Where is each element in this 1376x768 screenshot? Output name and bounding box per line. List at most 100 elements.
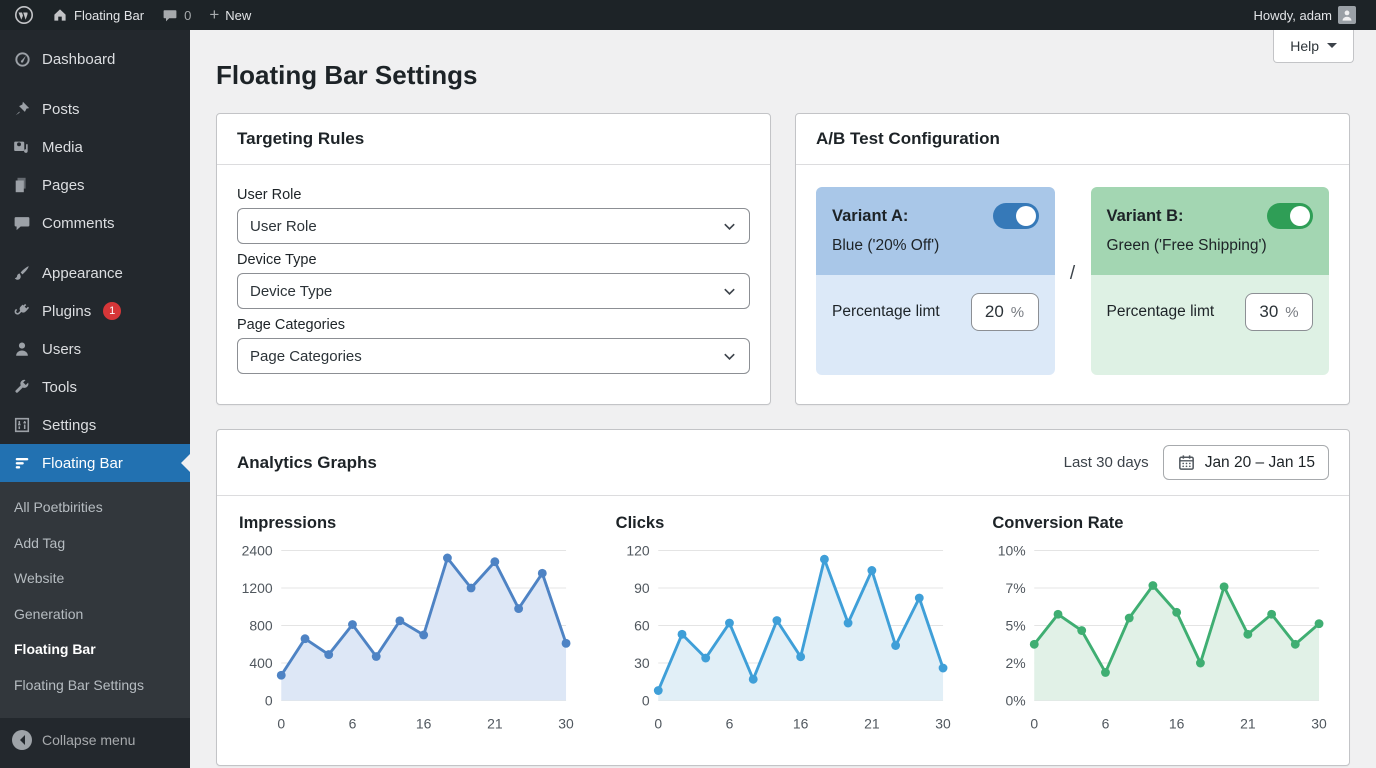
pages-icon: [12, 175, 32, 195]
page-categories-label: Page Categories: [237, 317, 750, 333]
analytics-title: Analytics Graphs: [237, 453, 377, 473]
variant-b-percentage-label: Percentage limt: [1107, 303, 1215, 321]
sidebar-item-label: Media: [42, 139, 83, 156]
sidebar-item-tools[interactable]: Tools: [0, 368, 190, 406]
targeting-rules-panel: Targeting Rules User Role User Role Devi…: [216, 113, 771, 405]
percent-sign: %: [1011, 304, 1024, 321]
chevron-down-icon: [722, 284, 737, 299]
user-icon: [12, 339, 32, 359]
submenu-item-website[interactable]: Website: [0, 561, 190, 597]
floating-bar-icon: [12, 453, 32, 473]
sidebar-item-label: Dashboard: [42, 51, 115, 68]
svg-text:10%: 10%: [998, 542, 1026, 558]
sidebar-item-dashboard[interactable]: Dashboard: [0, 40, 190, 78]
sidebar-item-label: Users: [42, 341, 81, 358]
sidebar-item-label: Floating Bar: [42, 455, 123, 472]
svg-text:16: 16: [1169, 715, 1185, 731]
sidebar-item-label: Plugins: [42, 303, 91, 320]
svg-text:21: 21: [1240, 715, 1256, 731]
active-item-arrow: [172, 454, 190, 472]
chevron-down-icon: [1327, 43, 1337, 53]
svg-text:6: 6: [725, 715, 733, 731]
variant-b-card: Variant B: Green ('Free Shipping') Perce…: [1091, 187, 1330, 375]
page-title: Floating Bar Settings: [216, 60, 1350, 91]
help-label: Help: [1290, 38, 1319, 54]
sidebar-item-comments[interactable]: Comments: [0, 204, 190, 242]
svg-text:2400: 2400: [242, 542, 273, 558]
impressions-chart: Impressions 04008001200240006162130: [237, 514, 576, 741]
conversion-rate-chart: Conversion Rate 0%2%5%7%10%06162130: [990, 514, 1329, 741]
variant-a-toggle[interactable]: [993, 203, 1039, 229]
howdy-text: Howdy, adam: [1253, 8, 1332, 23]
variant-divider: /: [1070, 263, 1075, 285]
plus-icon: +: [209, 6, 219, 23]
dashboard-gauge-icon: [12, 49, 32, 69]
wordpress-menu-button[interactable]: [8, 0, 40, 30]
help-button[interactable]: Help: [1273, 30, 1354, 63]
submenu-item-add-tag[interactable]: Add Tag: [0, 526, 190, 562]
submenu-item-floating-bar-settings[interactable]: Floating Bar Settings: [0, 668, 190, 704]
variant-b-toggle[interactable]: [1267, 203, 1313, 229]
device-type-select[interactable]: Device Type: [237, 273, 750, 309]
submenu-item-floating-bar[interactable]: Floating Bar: [0, 632, 190, 668]
sidebar-item-media[interactable]: Media: [0, 128, 190, 166]
svg-text:30: 30: [935, 715, 951, 731]
svg-text:0: 0: [642, 692, 650, 708]
calendar-icon: [1177, 453, 1196, 472]
svg-text:6: 6: [1102, 715, 1110, 731]
sidebar-item-posts[interactable]: Posts: [0, 90, 190, 128]
svg-text:0: 0: [265, 692, 273, 708]
comments-shortcut[interactable]: 0: [156, 0, 197, 30]
settings-sliders-icon: [12, 415, 32, 435]
svg-text:60: 60: [634, 617, 650, 633]
date-range-button[interactable]: Jan 20 – Jan 15: [1163, 445, 1329, 480]
svg-text:6: 6: [349, 715, 357, 731]
admin-menu: Dashboard Posts Media Pages Comments: [0, 30, 190, 718]
new-content-button[interactable]: + New: [203, 0, 257, 30]
site-name-link[interactable]: Floating Bar: [46, 0, 150, 30]
ab-test-panel: A/B Test Configuration Variant A: Blue (…: [795, 113, 1350, 405]
sidebar-item-label: Comments: [42, 215, 115, 232]
plugins-update-badge: 1: [103, 302, 121, 320]
variant-a-name: Variant A:: [832, 207, 908, 226]
submenu-item-generation[interactable]: Generation: [0, 597, 190, 633]
collapse-arrow-icon: [12, 730, 32, 750]
sidebar-item-floating-bar[interactable]: Floating Bar: [0, 444, 190, 482]
sidebar-item-settings[interactable]: Settings: [0, 406, 190, 444]
main-content: Help Floating Bar Settings Targeting Rul…: [190, 30, 1376, 768]
variant-b-percentage-input[interactable]: 30 %: [1245, 293, 1313, 331]
svg-text:800: 800: [249, 617, 273, 633]
admin-sidebar: Dashboard Posts Media Pages Comments: [0, 30, 190, 768]
pushpin-icon: [12, 99, 32, 119]
svg-text:120: 120: [626, 542, 650, 558]
user-role-select[interactable]: User Role: [237, 208, 750, 244]
svg-text:5%: 5%: [1006, 617, 1026, 633]
sidebar-item-pages[interactable]: Pages: [0, 166, 190, 204]
sidebar-item-label: Tools: [42, 379, 77, 396]
account-menu[interactable]: Howdy, adam: [1247, 0, 1362, 30]
variant-a-subtitle: Blue ('20% Off'): [832, 237, 1039, 255]
sidebar-item-label: Appearance: [42, 265, 123, 282]
comments-icon: [12, 213, 32, 233]
sidebar-item-users[interactable]: Users: [0, 330, 190, 368]
sidebar-item-plugins[interactable]: Plugins 1: [0, 292, 190, 330]
svg-text:400: 400: [249, 655, 273, 671]
range-label: Last 30 days: [1064, 454, 1149, 471]
user-role-label: User Role: [237, 187, 750, 203]
submenu-item-all-poetbirities[interactable]: All Poetbirities: [0, 490, 190, 526]
page-categories-select[interactable]: Page Categories: [237, 338, 750, 374]
variant-a-card: Variant A: Blue ('20% Off') Percentage l…: [816, 187, 1055, 375]
variant-a-percentage-input[interactable]: 20 %: [971, 293, 1039, 331]
svg-text:1200: 1200: [242, 580, 273, 596]
user-avatar-icon: [1338, 6, 1356, 24]
ab-test-title: A/B Test Configuration: [796, 114, 1349, 165]
date-range-value: Jan 20 – Jan 15: [1205, 454, 1315, 472]
collapse-menu-button[interactable]: Collapse menu: [0, 718, 190, 768]
sidebar-item-appearance[interactable]: Appearance: [0, 254, 190, 292]
conversion-rate-chart-plot: 0%2%5%7%10%06162130: [990, 537, 1329, 741]
wrench-icon: [12, 377, 32, 397]
svg-text:0: 0: [1031, 715, 1039, 731]
floating-bar-submenu: All Poetbirities Add Tag Website Generat…: [0, 482, 190, 718]
conversion-rate-chart-title: Conversion Rate: [992, 514, 1329, 533]
site-name: Floating Bar: [74, 8, 144, 23]
